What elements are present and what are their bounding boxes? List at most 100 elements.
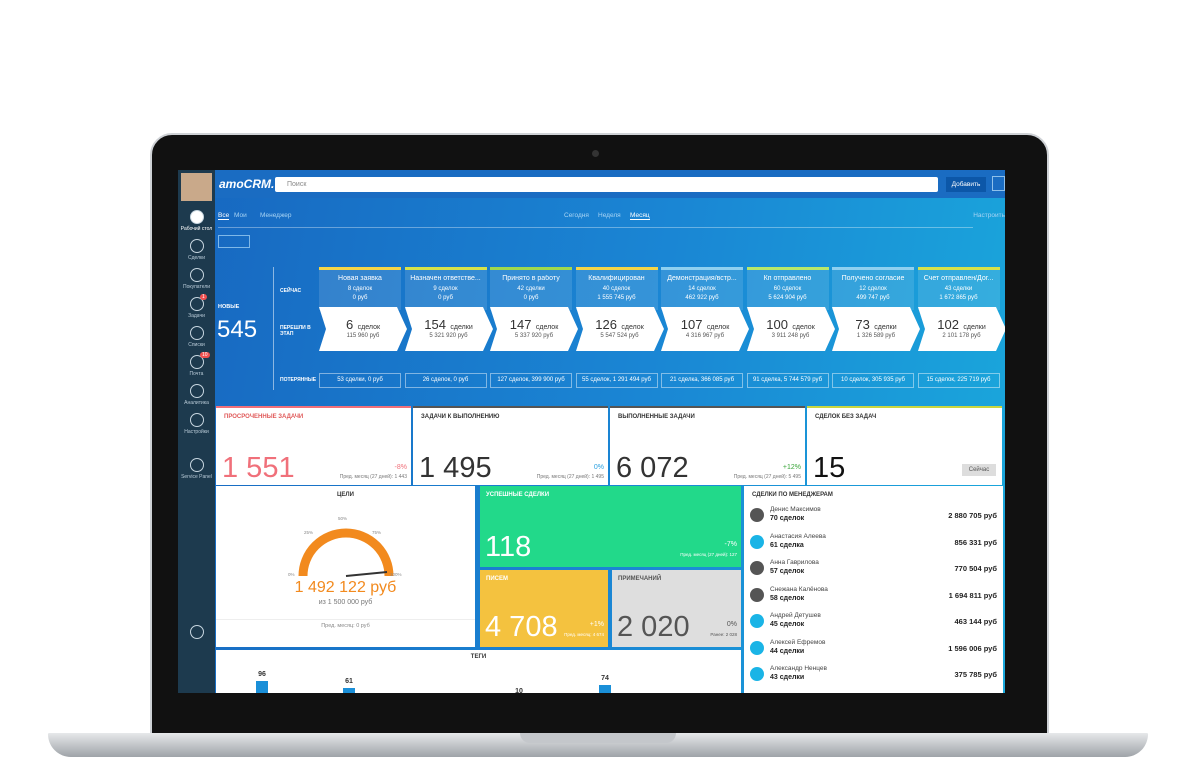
- manager-sum: 1 596 006 руб: [948, 643, 997, 653]
- nav-item[interactable]: Покупатели: [178, 268, 215, 290]
- stage-moved-sum: 1 326 589 руб: [856, 333, 896, 339]
- stage-lost: 127 сделок, 399 900 руб: [490, 373, 572, 388]
- nav-item[interactable]: Рабочий стол: [178, 210, 215, 232]
- stage-moved: 6 сделок: [319, 316, 407, 334]
- nav-icon: [189, 268, 204, 282]
- scope-tab[interactable]: Мои: [234, 212, 247, 219]
- widget-prev: Пред. месяц (27 дней): 5 495: [733, 474, 801, 480]
- arrow-shape: [917, 307, 1005, 351]
- widget-prev: Пред. месяц (27 дней): 1 443: [339, 474, 407, 480]
- stage-now-deals: 60 сделок: [773, 286, 802, 292]
- laptop-notch: [520, 733, 676, 743]
- period-tab[interactable]: Неделя: [598, 212, 621, 219]
- new-count: 545: [217, 316, 258, 343]
- tile-change: +1%: [589, 621, 604, 628]
- stage-moved-sum: 115 960 руб: [346, 333, 380, 339]
- stage-name: Назначен ответстве...: [410, 275, 481, 282]
- logo: amoCRM.: [219, 177, 275, 191]
- nav-item[interactable]: Аналитика: [178, 384, 215, 406]
- user-avatar[interactable]: [181, 173, 212, 201]
- scope-tab[interactable]: Все: [218, 212, 230, 220]
- widget-value: 1 495: [419, 452, 492, 484]
- tag-bar-label: 74: [601, 675, 609, 683]
- stage-moved: 107 сделок: [661, 316, 749, 334]
- stat-widget: ВЫПОЛНЕННЫЕ ЗАДАЧИ 6 072 +12% Пред. месяц (…: [610, 406, 805, 485]
- stage-now-deals: 42 сделки: [517, 286, 545, 292]
- gauge: [298, 528, 394, 577]
- manager-avatar: [750, 561, 764, 575]
- stage-arrow: [319, 307, 407, 351]
- stage-moved: 126 сделок: [576, 316, 664, 334]
- tile-title: ПРИМЕЧАНИЙ: [618, 576, 662, 582]
- nav-item[interactable]: Почта 10: [178, 352, 215, 377]
- stage-now-deals: 9 сделок: [433, 286, 458, 292]
- nav-icon: [189, 210, 204, 224]
- nav-item[interactable]: Списки: [178, 326, 215, 348]
- add-button[interactable]: Добавить: [946, 177, 986, 192]
- stage-moved-sum: 4 316 967 руб: [685, 333, 725, 339]
- period-tab[interactable]: Сегодня: [564, 212, 589, 219]
- stage-arrow: [575, 307, 664, 351]
- nav-item[interactable]: Service Panel: [178, 458, 215, 480]
- nav-item[interactable]: Сделки: [178, 239, 215, 261]
- stage-now-deals: 12 сделок: [859, 286, 887, 292]
- tile-value: 2 020: [617, 611, 690, 643]
- moved-count: 73: [855, 317, 870, 332]
- goal-value: 1 492 122 руб: [294, 579, 397, 596]
- stage-moved-sum: 2 101 178 руб: [942, 333, 981, 339]
- tile-value: 4 708: [485, 611, 558, 643]
- now-button[interactable]: Сейчас: [962, 464, 996, 476]
- stage-now-deals: 14 сделок: [688, 286, 716, 292]
- nav-label: Сделки: [187, 255, 206, 261]
- stage-name: Принято в работу: [502, 275, 560, 282]
- nav-label: Аналитика: [184, 400, 209, 406]
- gauge-scale: 75%: [372, 530, 382, 535]
- managers-widget: СДЕЛКИ ПО МЕНЕДЖЕРАМ Денис Максимов 70 сде…: [744, 486, 1003, 693]
- search-input[interactable]: Поиск: [275, 177, 938, 192]
- manager-deals: 43 сделки: [770, 674, 805, 681]
- scope-tab[interactable]: Менеджер: [260, 212, 292, 219]
- camera: [592, 150, 599, 157]
- tag-bar-label: 96: [258, 670, 266, 678]
- nav-label: Service Panel: [181, 474, 212, 480]
- view-toggle[interactable]: [218, 235, 250, 248]
- widget-title: ВЫПОЛНЕННЫЕ ЗАДАЧИ: [618, 414, 695, 420]
- stage-lost: 26 сделок, 0 руб: [404, 373, 487, 388]
- tag-bar: [599, 685, 611, 693]
- stage-now-sum: 0 руб: [438, 295, 453, 301]
- arrow-shape: [319, 307, 407, 351]
- period-tab[interactable]: Месяц: [630, 212, 650, 220]
- nav-item[interactable]: Задачи 1: [178, 294, 215, 319]
- manager-deals: 45 сделок: [770, 621, 805, 628]
- stage-name: Получено согласие: [841, 275, 905, 282]
- nav-label: Почта: [189, 371, 204, 377]
- row-label: СЕЙЧАС: [280, 288, 302, 294]
- stage-lost: 21 сделка, 366 085 руб: [661, 373, 743, 388]
- stat-widget: СДЕЛОК БЕЗ ЗАДАЧ 15 Сейчас: [807, 406, 1002, 485]
- manager-sum: 856 331 руб: [954, 537, 997, 547]
- moved-unit: сделки: [874, 324, 897, 331]
- nav-icon: [189, 326, 204, 340]
- stage-now-deals: 40 сделок: [602, 286, 631, 292]
- nav-icon: [189, 384, 204, 398]
- moved-count: 102: [937, 317, 959, 332]
- widget-change: +12%: [782, 464, 801, 471]
- nav-icon: [189, 355, 204, 369]
- arrow-shape: [404, 307, 493, 351]
- tile-prev: Пред. месяц (27 дней): 127: [680, 552, 737, 557]
- manager-avatar: [750, 640, 764, 655]
- stage-lost: 91 сделка, 5 744 579 руб: [746, 373, 829, 388]
- stage-name: Счет отправлен/Дог...: [923, 275, 994, 282]
- chat-icon[interactable]: [190, 625, 204, 639]
- settings-link[interactable]: Настроить: [973, 212, 1005, 219]
- arrow-shape: [661, 307, 749, 351]
- moved-unit: сделок: [706, 324, 730, 331]
- stat-widget: ЗАДАЧИ К ВЫПОЛНЕНИЮ 1 495 0% Пред. месяц (2…: [413, 406, 608, 485]
- stage-now-sum: 499 747 руб: [856, 295, 890, 301]
- stage-arrow: [832, 307, 920, 351]
- nav-item[interactable]: Настройки: [178, 413, 215, 435]
- gauge-scale: 50%: [338, 516, 348, 521]
- widget-value: 6 072: [616, 452, 689, 484]
- notifications[interactable]: [992, 176, 1005, 191]
